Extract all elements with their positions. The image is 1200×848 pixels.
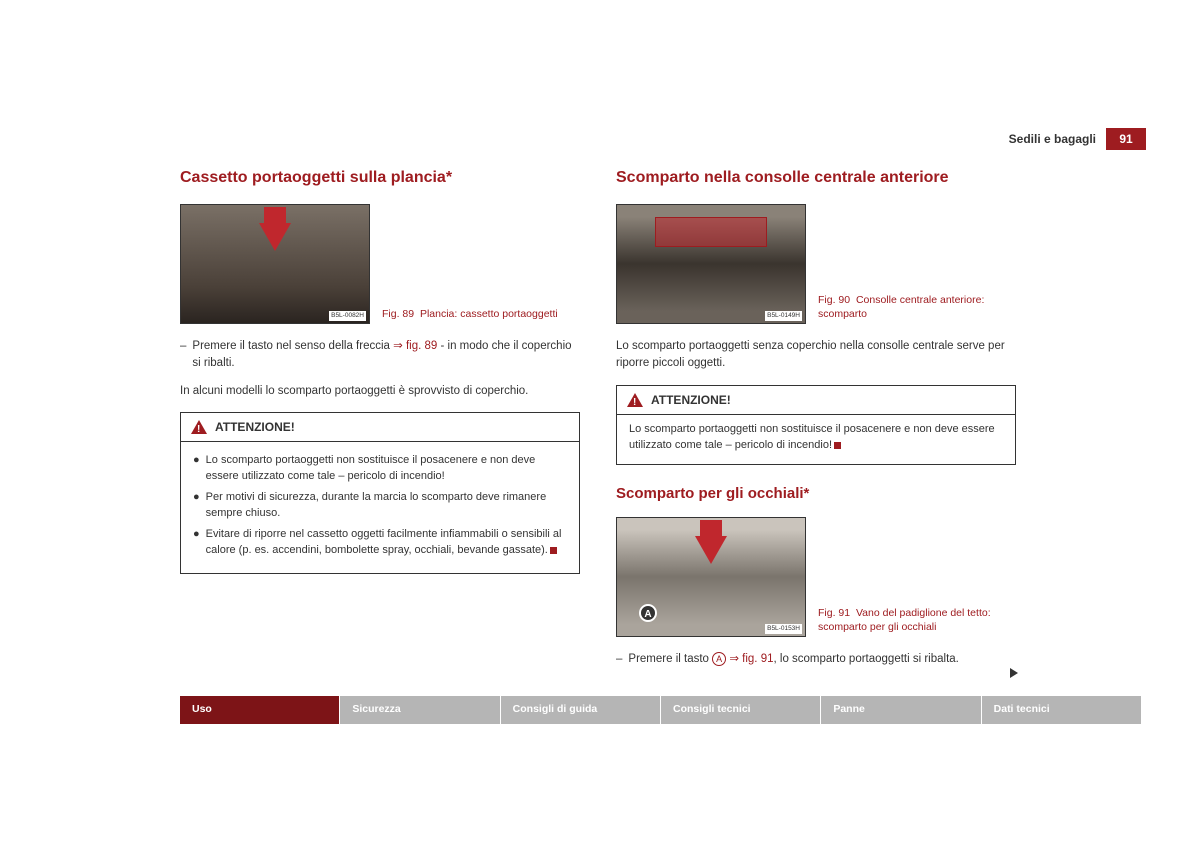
paragraph-text: Lo scomparto portaoggetti senza coperchi…	[616, 338, 1016, 373]
warning-box: ATTENZIONE! ●Lo scomparto portaoggetti n…	[180, 412, 580, 574]
warning-triangle-icon	[191, 420, 207, 434]
text-pre: Premere il tasto nel senso della freccia	[192, 340, 393, 352]
warning-header: ATTENZIONE!	[617, 386, 1015, 415]
warning-header: ATTENZIONE!	[181, 413, 579, 442]
warning-triangle-icon	[627, 393, 643, 407]
instruction-text: Premere il tasto A ⇒ fig. 91, lo scompar…	[628, 651, 958, 668]
image-code: B5L-0149H	[765, 311, 802, 321]
page-header: Sedili e bagagli 91	[1009, 128, 1146, 150]
warning-title: ATTENZIONE!	[215, 418, 295, 436]
page-number: 91	[1106, 128, 1146, 150]
figure-89-row: B5L-0082H Fig. 89 Plancia: cassetto port…	[180, 204, 580, 324]
bottom-nav: Uso Sicurezza Consigli di guida Consigli…	[180, 696, 1142, 724]
figure-number: Fig. 89	[382, 308, 414, 320]
heading-glasses-compartment: Scomparto per gli occhiali*	[616, 483, 1016, 506]
end-marker-icon	[834, 442, 841, 449]
instruction-text: Premere il tasto nel senso della freccia…	[192, 338, 580, 373]
text-pre: Premere il tasto	[628, 653, 712, 665]
warn-item: Per motivi di sicurezza, durante la marc…	[206, 489, 567, 522]
figure-89-image: B5L-0082H	[180, 204, 370, 324]
heading-console-compartment: Scomparto nella consolle centrale anteri…	[616, 166, 1016, 190]
figure-90-row: B5L-0149H Fig. 90 Consolle centrale ante…	[616, 204, 1016, 324]
dash-bullet: –	[616, 651, 622, 668]
figure-reference: ⇒ fig. 91	[726, 653, 773, 665]
figure-91-row: A B5L-0153H Fig. 91 Vano del padiglione …	[616, 517, 1016, 637]
note-text: In alcuni modelli lo scomparto portaogge…	[180, 383, 580, 400]
figure-90-caption: Fig. 90 Consolle centrale anteriore: sco…	[818, 293, 998, 324]
arrow-down-icon	[259, 223, 291, 251]
figure-90-image: B5L-0149H	[616, 204, 806, 324]
right-column: Scomparto nella consolle centrale anteri…	[616, 166, 1016, 678]
highlight-rect	[655, 217, 768, 247]
figure-number: Fig. 90	[818, 294, 850, 306]
image-code: B5L-0082H	[329, 311, 366, 321]
figure-reference: ⇒ fig. 89	[393, 340, 437, 352]
arrow-icon	[700, 520, 722, 536]
figure-91-caption: Fig. 91 Vano del padiglione del tetto: s…	[818, 606, 998, 637]
nav-tab-sicurezza[interactable]: Sicurezza	[340, 696, 500, 724]
nav-tab-consigli-guida[interactable]: Consigli di guida	[501, 696, 661, 724]
warn-item: Lo scomparto portaoggetti non sostituisc…	[206, 452, 567, 485]
text-post: , lo scomparto portaoggetti si ribalta.	[774, 653, 959, 665]
arrow-icon	[264, 207, 286, 223]
image-code: B5L-0153H	[765, 624, 802, 634]
nav-tab-uso[interactable]: Uso	[180, 696, 340, 724]
warning-title: ATTENZIONE!	[651, 391, 731, 409]
marker-a-icon: A	[639, 604, 657, 622]
dash-bullet: –	[180, 338, 186, 373]
heading-dashboard-compartment: Cassetto portaoggetti sulla plancia*	[180, 166, 580, 190]
two-column-layout: Cassetto portaoggetti sulla plancia* B5L…	[180, 166, 1016, 678]
continue-arrow-icon	[1010, 668, 1018, 678]
section-label: Sedili e bagagli	[1009, 132, 1096, 146]
warning-body: ●Lo scomparto portaoggetti non sostituis…	[181, 442, 579, 573]
inline-marker-a: A	[712, 652, 726, 666]
warning-body: Lo scomparto portaoggetti non sostituisc…	[617, 415, 1015, 464]
nav-tab-panne[interactable]: Panne	[821, 696, 981, 724]
figure-number: Fig. 91	[818, 607, 850, 619]
figure-caption-text: Plancia: cassetto portaoggetti	[420, 308, 558, 320]
figure-91-image: A B5L-0153H	[616, 517, 806, 637]
nav-tab-dati-tecnici[interactable]: Dati tecnici	[982, 696, 1142, 724]
warn-item: Lo scomparto portaoggetti non sostituisc…	[629, 423, 995, 452]
warning-box: ATTENZIONE! Lo scomparto portaoggetti no…	[616, 385, 1016, 465]
end-marker-icon	[550, 547, 557, 554]
nav-tab-consigli-tecnici[interactable]: Consigli tecnici	[661, 696, 821, 724]
arrow-down-icon	[695, 536, 727, 564]
instruction-step: – Premere il tasto A ⇒ fig. 91, lo scomp…	[616, 651, 1016, 668]
figure-89-caption: Fig. 89 Plancia: cassetto portaoggetti	[382, 307, 558, 324]
instruction-step: – Premere il tasto nel senso della frecc…	[180, 338, 580, 373]
warn-item: Evitare di riporre nel cassetto oggetti …	[206, 526, 567, 559]
left-column: Cassetto portaoggetti sulla plancia* B5L…	[180, 166, 580, 678]
